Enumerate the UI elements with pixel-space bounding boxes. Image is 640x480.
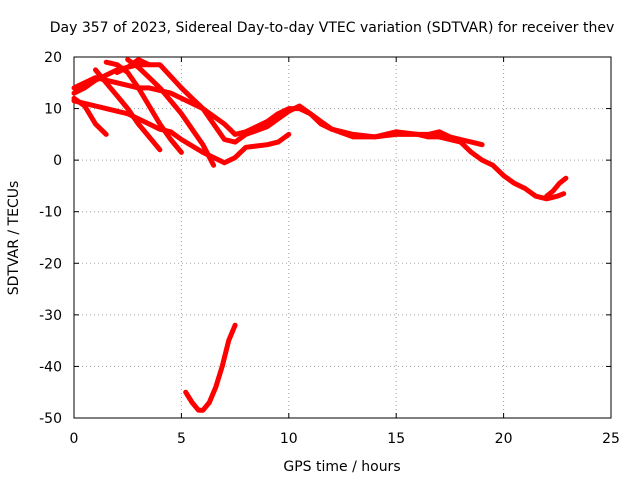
ticks: 0 5 10 15 20 25 -50 -40 -30 -20 -10 0 10 20 [39, 50, 620, 447]
y-tick-label: 0 [53, 153, 62, 169]
y-tick-label: 10 [44, 102, 62, 118]
y-tick-label: -20 [39, 256, 62, 272]
series-track-5 [93, 67, 163, 153]
x-tick-label: 25 [602, 431, 620, 447]
series-track-10 [183, 322, 238, 413]
y-tick-label: -30 [39, 308, 62, 324]
x-tick-label: 0 [70, 431, 79, 447]
x-tick-label: 15 [387, 431, 405, 447]
y-axis-label: SDTVAR / TECUs [6, 181, 22, 296]
y-tick-label: -10 [39, 205, 62, 221]
x-tick-label: 10 [280, 431, 298, 447]
grid [74, 57, 611, 418]
chart-title: Day 357 of 2023, Sidereal Day-to-day VTE… [50, 20, 614, 36]
y-tick-label: -40 [39, 359, 62, 375]
series-track-7 [125, 57, 217, 168]
series-track-9 [544, 175, 569, 199]
y-tick-label: -50 [39, 411, 62, 427]
y-tick-label: 20 [44, 50, 62, 66]
series-track-6 [103, 59, 184, 155]
x-axis-label: GPS time / hours [283, 459, 400, 475]
series-track-4 [71, 95, 109, 137]
x-tick-label: 20 [495, 431, 513, 447]
series-track-8 [114, 57, 152, 75]
x-tick-label: 5 [177, 431, 186, 447]
series-group [71, 57, 569, 413]
series-track-2 [71, 62, 485, 148]
plot-frame [73, 56, 612, 419]
